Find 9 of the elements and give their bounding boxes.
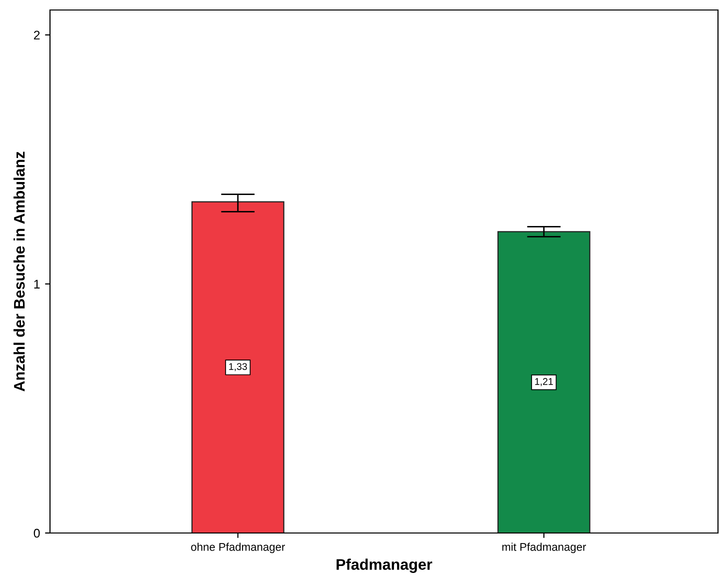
x-tick-label: ohne Pfadmanager [191, 542, 285, 554]
y-axis-title: Anzahl der Besuche in Ambulanz [14, 152, 25, 392]
x-tick-label: mit Pfadmanager [502, 542, 586, 554]
y-tick-label: 2 [34, 30, 40, 40]
x-axis-title: Pfadmanager [336, 558, 432, 573]
data-label: 1,21 [535, 378, 553, 386]
y-tick-label: 1 [34, 280, 40, 288]
data-label: 1,33 [229, 363, 247, 372]
y-tick-label: 0 [34, 528, 40, 538]
